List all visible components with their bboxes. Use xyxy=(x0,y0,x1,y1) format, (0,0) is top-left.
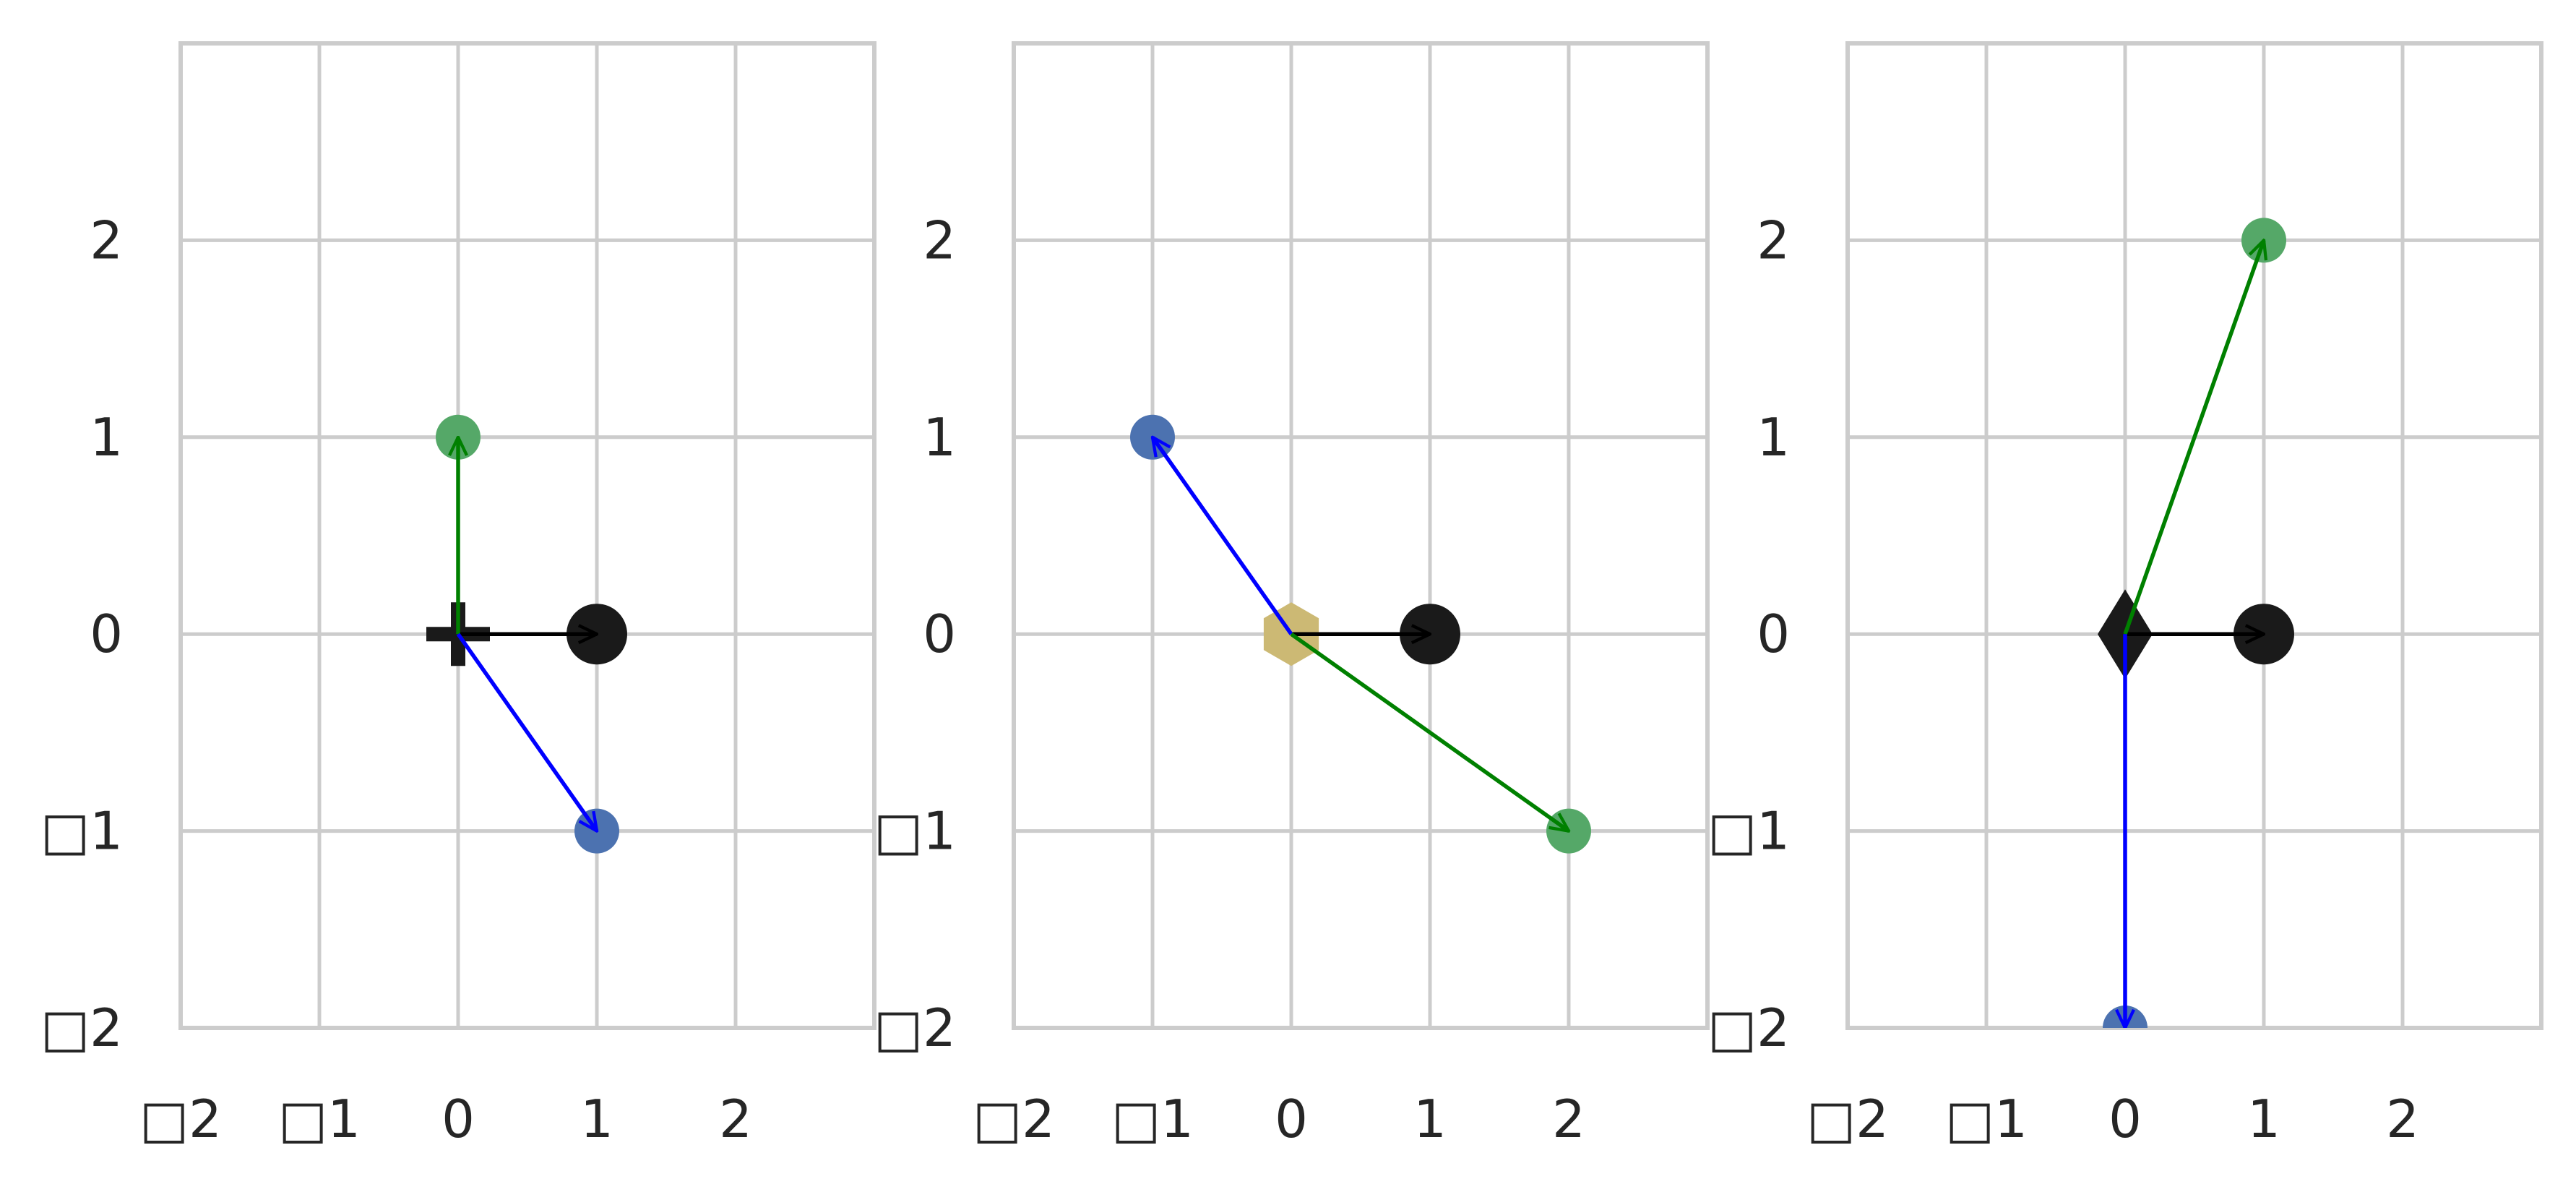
axes-frame xyxy=(178,41,876,1030)
x-tick-label: 2 xyxy=(2386,1089,2419,1149)
x-tick-label: □1 xyxy=(1945,1089,2028,1149)
plot-area xyxy=(1014,43,1707,1028)
panel-1: □2 □1 0 1 2 □2 □1 0 1 2 xyxy=(40,41,876,1149)
plot-area xyxy=(181,43,874,1028)
x-tick-label: 2 xyxy=(1552,1089,1585,1149)
y-tick-label: 0 xyxy=(90,604,123,664)
y-tick-label: 1 xyxy=(90,407,123,468)
x-tick-label: □1 xyxy=(1111,1089,1194,1149)
y-tick-label: □2 xyxy=(1707,998,1790,1058)
y-tick-label: □1 xyxy=(1707,801,1790,862)
vector-arrow xyxy=(1153,437,1293,635)
y-tick-label: 2 xyxy=(923,210,956,270)
y-tick-label: 0 xyxy=(923,604,956,664)
y-tick-label: □1 xyxy=(40,801,123,862)
x-tick-label: 0 xyxy=(441,1089,475,1149)
y-tick-label: 0 xyxy=(1757,604,1790,664)
plot-area xyxy=(1848,43,2541,1028)
x-tick-label: 0 xyxy=(1275,1089,1308,1149)
vector-arrow xyxy=(2123,240,2264,635)
vector-arrow xyxy=(456,633,597,831)
y-tick-label: 1 xyxy=(1757,407,1790,468)
y-tick-label: □1 xyxy=(874,801,956,862)
x-tick-label: 1 xyxy=(1413,1089,1447,1149)
x-tick-label: 0 xyxy=(2108,1089,2142,1149)
axes-frame xyxy=(1012,41,1710,1030)
x-tick-label: □1 xyxy=(278,1089,361,1149)
x-tick-label: 2 xyxy=(719,1089,752,1149)
x-tick-label: 1 xyxy=(580,1089,613,1149)
x-tick-label: □2 xyxy=(973,1089,1055,1149)
x-tick-label: 1 xyxy=(2247,1089,2280,1149)
panel-2: □2 □1 0 1 2 □2 □1 0 1 2 xyxy=(874,41,1710,1149)
x-tick-label: □2 xyxy=(139,1089,222,1149)
y-tick-label: 2 xyxy=(90,210,123,270)
panel-3: □2 □1 0 1 2 □2 □1 0 1 2 xyxy=(1707,41,2543,1149)
y-tick-label: □2 xyxy=(874,998,956,1058)
x-tick-label: □2 xyxy=(1806,1089,1889,1149)
axes-frame xyxy=(1845,41,2543,1030)
y-tick-label: 1 xyxy=(923,407,956,468)
y-tick-label: □2 xyxy=(40,998,123,1058)
vector-arrow xyxy=(1290,632,1569,831)
y-tick-label: 2 xyxy=(1757,210,1790,270)
